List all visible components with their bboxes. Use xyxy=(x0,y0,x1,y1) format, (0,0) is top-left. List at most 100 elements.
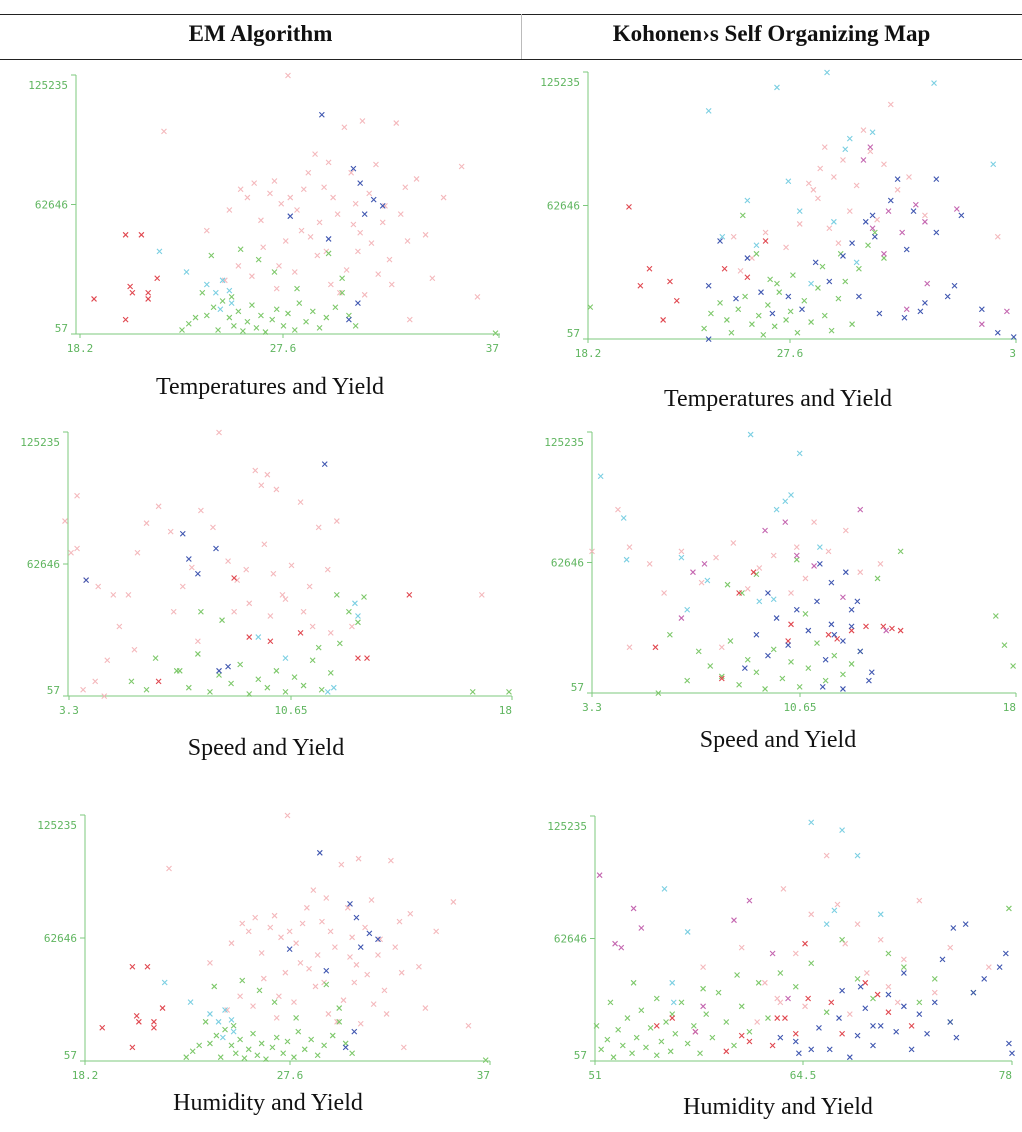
data-point-cyan xyxy=(747,431,754,438)
y-tick-label: 62646 xyxy=(44,932,77,945)
data-point-green xyxy=(684,677,691,684)
data-point-blue xyxy=(839,987,845,994)
data-point-pink xyxy=(738,944,745,951)
data-point-blue xyxy=(866,677,872,684)
data-point-pink xyxy=(323,895,330,901)
data-point-pink xyxy=(340,997,347,1004)
data-point-pink xyxy=(349,623,355,630)
data-point-green xyxy=(273,667,280,674)
data-point-blue xyxy=(1009,1050,1015,1057)
data-point-pink xyxy=(267,190,273,197)
x-tick-label: 3.3 xyxy=(59,704,79,717)
data-point-green xyxy=(835,295,842,302)
data-point-pink xyxy=(840,157,846,163)
data-point-green xyxy=(189,1048,196,1055)
data-point-blue xyxy=(944,293,951,300)
header-separator xyxy=(521,14,522,60)
data-point-red xyxy=(718,675,725,682)
data-point-blue xyxy=(741,665,748,671)
data-point-pink xyxy=(478,591,485,598)
data-point-green xyxy=(301,1046,308,1053)
data-point-pink xyxy=(246,600,253,607)
data-point-pink xyxy=(161,128,167,135)
data-point-green xyxy=(327,670,334,676)
data-point-blue xyxy=(370,196,377,203)
data-point-pink xyxy=(381,987,388,994)
data-point-blue xyxy=(885,991,892,998)
data-point-pink xyxy=(901,956,907,963)
data-point-magenta xyxy=(924,280,931,287)
data-point-green xyxy=(183,1054,190,1061)
data-point-green xyxy=(506,689,512,695)
data-point-pink xyxy=(450,899,457,905)
data-point-red xyxy=(721,265,728,272)
data-point-pink xyxy=(225,558,231,565)
data-point-green xyxy=(226,314,233,321)
data-point-green xyxy=(316,325,323,331)
data-point-green xyxy=(753,669,760,676)
data-point-green xyxy=(992,613,999,619)
data-point-green xyxy=(742,293,748,300)
data-point-cyan xyxy=(684,606,691,613)
data-point-pink xyxy=(834,901,841,908)
data-point-magenta xyxy=(881,250,887,257)
data-point-blue xyxy=(962,921,969,927)
data-point-green xyxy=(678,999,685,1006)
data-point-cyan xyxy=(156,248,163,255)
data-point-green xyxy=(237,246,244,253)
y-tick-label: 62646 xyxy=(551,557,584,570)
data-point-pink xyxy=(894,999,901,1006)
data-point-green xyxy=(794,329,801,336)
data-point-cyan xyxy=(831,907,838,914)
data-point-green xyxy=(723,317,730,323)
data-point-blue xyxy=(893,1028,900,1035)
data-point-pink xyxy=(188,564,195,571)
data-point-green xyxy=(244,318,251,325)
data-point-green xyxy=(215,327,221,333)
point-layer xyxy=(62,429,512,700)
x-tick-label: 27.6 xyxy=(777,347,804,360)
data-point-blue xyxy=(792,1038,799,1045)
data-point-green xyxy=(262,329,269,335)
data-point-green xyxy=(793,556,800,563)
data-point-pink xyxy=(221,277,228,284)
top-rule xyxy=(0,14,1022,15)
data-point-pink xyxy=(299,920,306,927)
data-point-cyan xyxy=(846,135,853,142)
data-point-pink xyxy=(922,212,928,219)
data-point-pink xyxy=(347,954,353,960)
data-point-green xyxy=(273,306,280,313)
y-tick-label: 125235 xyxy=(37,819,77,832)
data-point-pink xyxy=(754,1019,761,1025)
data-point-green xyxy=(318,686,325,693)
data-point-magenta xyxy=(885,208,892,215)
data-point-green xyxy=(263,1056,269,1063)
data-point-pink xyxy=(334,211,341,218)
data-point-pink xyxy=(386,256,393,263)
data-point-pink xyxy=(370,1001,377,1008)
data-point-pink xyxy=(817,165,824,172)
data-point-red xyxy=(774,1015,781,1021)
data-point-pink xyxy=(906,174,912,180)
data-point-blue xyxy=(894,176,901,183)
data-point-pink xyxy=(646,560,653,567)
data-point-cyan xyxy=(203,281,210,288)
data-point-pink xyxy=(327,281,334,288)
data-point-pink xyxy=(359,118,366,124)
data-point-cyan xyxy=(808,280,814,287)
data-point-green xyxy=(230,322,237,329)
data-point-green xyxy=(492,330,499,336)
data-point-green xyxy=(1006,905,1012,912)
data-point-green xyxy=(658,1038,665,1045)
data-point-green xyxy=(724,581,731,588)
data-point-green xyxy=(633,1034,640,1041)
data-point-pink xyxy=(349,934,356,941)
data-point-blue xyxy=(179,530,186,537)
data-point-pink xyxy=(887,101,894,108)
data-point-green xyxy=(202,1018,209,1025)
data-point-cyan xyxy=(183,269,190,275)
data-point-blue xyxy=(931,999,938,1006)
data-point-pink xyxy=(774,995,781,1002)
data-point-pink xyxy=(309,623,316,630)
